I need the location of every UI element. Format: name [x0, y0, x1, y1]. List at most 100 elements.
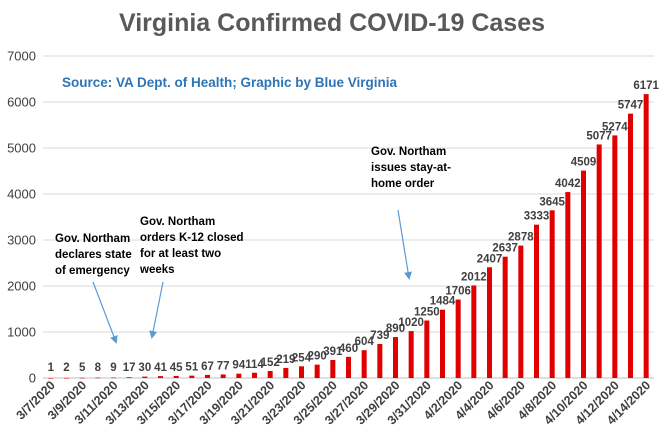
- data-label: 3333: [524, 211, 550, 223]
- data-label: 5: [79, 362, 86, 374]
- data-label: 5274: [602, 121, 628, 133]
- bar: [142, 376, 148, 378]
- bar: [204, 374, 211, 378]
- data-label: 1020: [398, 317, 424, 329]
- data-label: 8: [95, 362, 102, 374]
- data-label: 1: [48, 362, 55, 374]
- bar: [157, 376, 164, 378]
- bar: [486, 267, 493, 378]
- annotation-text: of emergency: [55, 265, 130, 277]
- annotation-arrow: [92, 281, 118, 344]
- data-label: 460: [339, 343, 358, 355]
- bar: [643, 94, 649, 378]
- bar: [377, 344, 383, 378]
- annotation-text: orders K-12 closed: [140, 232, 244, 244]
- data-label: 2: [63, 362, 69, 374]
- bar: [627, 113, 634, 378]
- data-label: 152: [261, 357, 280, 369]
- bar: [455, 299, 461, 378]
- bar: [596, 144, 602, 378]
- annotation-text: for at least two: [140, 248, 221, 260]
- x-axis-ticks: 3/7/20203/9/20203/11/20203/13/20203/15/2…: [14, 378, 654, 427]
- data-label: 254: [292, 352, 312, 364]
- y-tick-label: 3000: [7, 233, 36, 248]
- data-label: 30: [138, 362, 151, 374]
- bar: [471, 285, 477, 378]
- bar: [189, 375, 195, 378]
- y-tick-label: 6000: [7, 95, 36, 110]
- bar: [424, 320, 430, 378]
- data-label: 41: [154, 362, 167, 374]
- data-label: 2878: [508, 232, 534, 244]
- data-label: 290: [308, 351, 327, 363]
- data-label: 1706: [445, 286, 471, 298]
- bar: [361, 350, 367, 378]
- y-tick-label: 4000: [7, 187, 36, 202]
- bar: [580, 170, 587, 378]
- y-tick-label: 0: [29, 371, 36, 386]
- annotation-text: declares state: [55, 249, 132, 261]
- bar: [502, 256, 508, 378]
- annotation-text: issues stay-at-: [371, 162, 451, 174]
- data-label: 67: [201, 361, 214, 373]
- y-tick-label: 7000: [7, 49, 36, 64]
- data-label: 890: [386, 323, 405, 335]
- bar: [298, 366, 305, 378]
- annotation-text: Gov. Northam: [140, 216, 215, 228]
- chart-source-note: Source: VA Dept. of Health; Graphic by B…: [62, 75, 398, 90]
- y-axis-ticks: 0 1000 2000 3000 4000 5000 6000 7000: [7, 49, 36, 386]
- data-label: 51: [185, 362, 198, 374]
- bar: [518, 245, 524, 378]
- bar: [95, 377, 101, 379]
- bar: [251, 372, 258, 378]
- bar: [330, 360, 336, 378]
- bar: [549, 210, 555, 378]
- data-label: 6171: [633, 80, 659, 92]
- data-label: 5747: [618, 100, 644, 112]
- data-label: 4042: [555, 178, 581, 190]
- annotation-text: Gov. Northam: [371, 146, 446, 158]
- bar: [267, 371, 273, 378]
- y-tick-label: 5000: [7, 141, 36, 156]
- annotations: Gov. Northam declares state of emergency Go…: [55, 146, 451, 344]
- bar: [392, 337, 399, 378]
- annotation-text: Gov. Northam: [55, 233, 130, 245]
- data-label: 94: [232, 360, 245, 372]
- data-label: 9: [110, 362, 116, 374]
- chart-title: Virginia Confirmed COVID-19 Cases: [119, 9, 545, 37]
- bar: [533, 224, 540, 378]
- bar: [110, 377, 117, 379]
- data-labels: 1 2 5 8 9 17 30 41 45 51 67 77 94 1141522192542903914…: [48, 80, 660, 374]
- y-tick-label: 2000: [7, 279, 36, 294]
- data-label: 2012: [461, 271, 487, 283]
- annotation-arrow: [149, 281, 164, 339]
- bar: [126, 377, 132, 378]
- bar: [408, 331, 414, 378]
- data-label: 114: [245, 359, 264, 371]
- data-label: 1484: [430, 296, 456, 308]
- data-label: 219: [276, 354, 295, 366]
- bar: [220, 374, 226, 378]
- bar: [439, 309, 446, 378]
- data-label: 604: [355, 336, 375, 348]
- bar: [283, 367, 289, 378]
- y-tick-label: 1000: [7, 325, 36, 340]
- gridlines: [43, 55, 654, 379]
- data-label: 5077: [586, 130, 612, 142]
- data-label: 391: [323, 346, 343, 358]
- bar: [345, 356, 352, 378]
- bars: [48, 94, 649, 379]
- bar: [173, 375, 179, 378]
- data-label: 739: [370, 330, 389, 342]
- annotation-text: home order: [371, 178, 435, 190]
- bar: [236, 373, 242, 378]
- data-label: 1250: [414, 307, 440, 319]
- bar: [565, 192, 571, 378]
- bar: [63, 377, 70, 379]
- data-label: 2407: [477, 253, 503, 265]
- data-label: 2637: [492, 243, 518, 255]
- data-label: 17: [123, 362, 136, 374]
- annotation-arrow: [397, 209, 412, 280]
- data-label: 45: [170, 362, 183, 374]
